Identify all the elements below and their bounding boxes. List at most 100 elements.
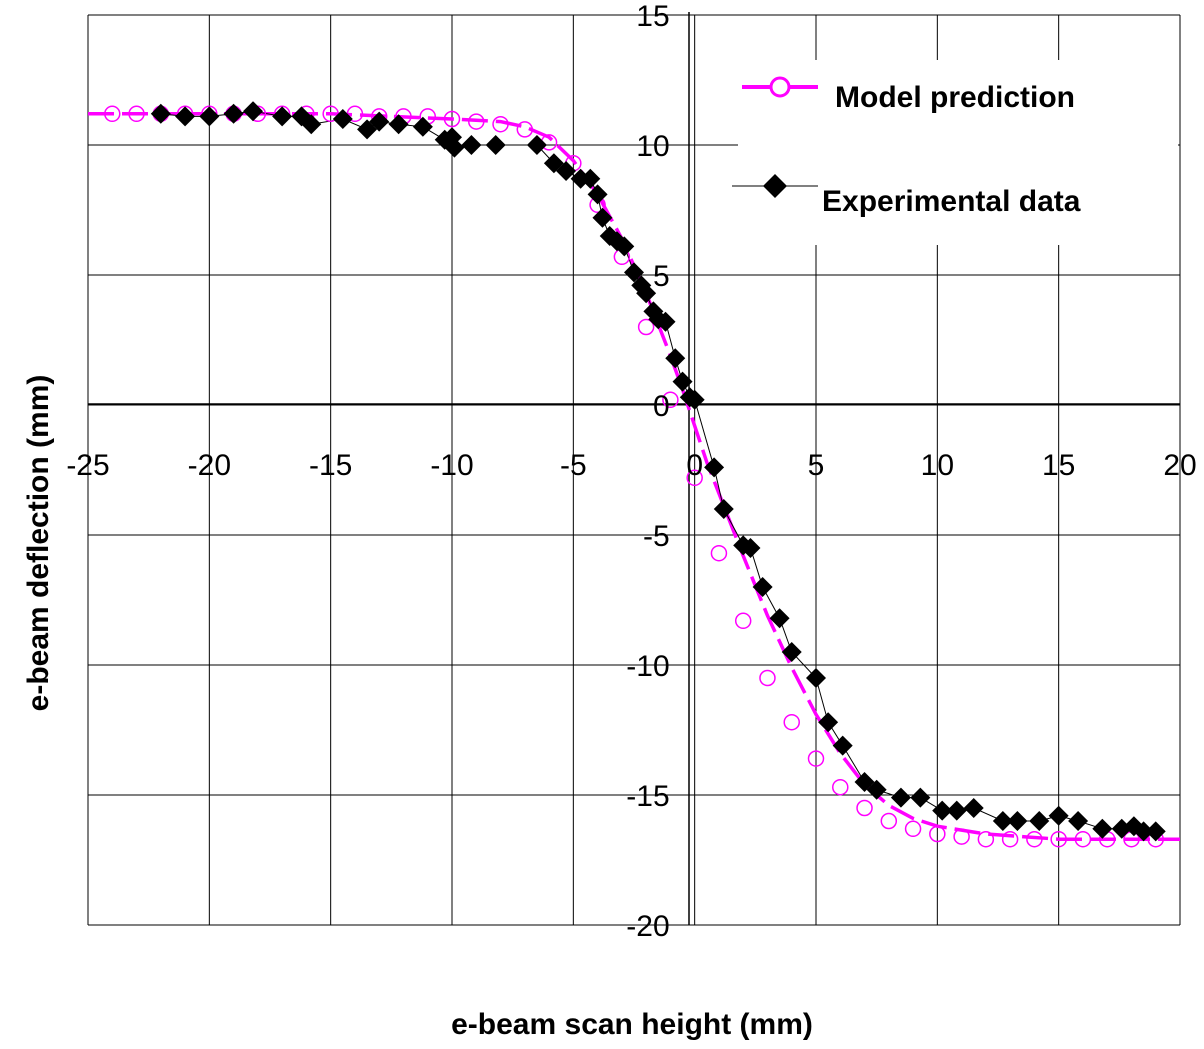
experimental-data-point — [769, 608, 790, 629]
model-prediction-point — [1026, 830, 1043, 848]
experimental-data-point — [580, 168, 601, 189]
legend-label-experimental: Experimental data — [822, 185, 1081, 218]
x-tick-label: 5 — [808, 449, 825, 482]
model-prediction-point — [443, 110, 461, 128]
experimental-data-markers — [150, 101, 1166, 842]
model-prediction-point — [832, 778, 849, 796]
experimental-data-point — [444, 137, 465, 158]
y-tick-label: 15 — [636, 0, 669, 33]
x-tick-label: -20 — [188, 449, 231, 482]
experimental-data-point — [175, 106, 196, 127]
experimental-data-point — [369, 111, 390, 132]
model-prediction-point — [783, 713, 800, 731]
experimental-data-point — [752, 577, 773, 597]
experimental-data-point — [932, 800, 953, 821]
legend-label-model: Model prediction — [835, 81, 1075, 114]
experimental-data-point — [655, 311, 676, 332]
tick-labels: -25 -20 -15 -10 -5 0 5 10 15 20 -20 -15 -10 -5 0 5 10 15 — [66, 0, 1196, 943]
y-tick-label: 10 — [636, 130, 669, 163]
experimental-data-point — [1133, 821, 1154, 842]
experimental-data-point — [199, 106, 220, 127]
axes — [88, 12, 1180, 925]
y-tick-label: 0 — [653, 390, 670, 423]
experimental-data-point — [587, 184, 608, 205]
experimental-data-point — [624, 262, 644, 283]
experimental-data-point — [992, 811, 1013, 831]
experimental-data-point — [910, 787, 931, 808]
experimental-data-point — [412, 116, 433, 137]
experimental-data-point — [672, 371, 693, 392]
x-tick-label: 20 — [1163, 449, 1196, 482]
model-prediction-point — [759, 669, 776, 687]
experimental-data-point — [781, 642, 802, 662]
experimental-data-point — [890, 787, 911, 808]
model-prediction-point — [1001, 830, 1019, 848]
model-prediction-line — [88, 112, 1180, 841]
model-prediction-point — [807, 750, 825, 767]
model-prediction-point — [734, 612, 752, 630]
y-tick-label: -15 — [626, 780, 669, 813]
model-prediction-point — [662, 391, 679, 409]
x-tick-label: -25 — [66, 449, 109, 482]
experimental-data-point — [223, 103, 244, 124]
x-tick-label: -5 — [560, 449, 587, 482]
model-prediction-point — [953, 828, 970, 845]
experimental-data-point — [1029, 811, 1050, 831]
experimental-data-point — [963, 798, 984, 818]
x-tick-label: 15 — [1042, 449, 1075, 482]
experimental-data-point — [1068, 811, 1089, 831]
x-tick-label: 10 — [921, 449, 954, 482]
experimental-data-point — [332, 109, 353, 129]
x-tick-label: -15 — [309, 449, 352, 482]
experimental-data-point — [713, 499, 734, 519]
experimental-data-point — [1092, 818, 1113, 839]
model-prediction-point — [468, 113, 485, 130]
legend-marker-experimental — [763, 174, 787, 198]
experimental-data-point — [243, 101, 264, 122]
x-tick-label: 0 — [686, 449, 703, 482]
model-prediction-point — [880, 812, 898, 830]
experimental-data-point — [636, 283, 657, 304]
experimental-data-point — [1048, 805, 1069, 826]
y-axis-title: e-beam deflection (mm) — [22, 375, 55, 712]
x-axis-title: e-beam scan height (mm) — [451, 1008, 813, 1041]
experimental-data-point — [832, 735, 853, 756]
experimental-data-point — [665, 348, 686, 369]
experimental-data-point — [526, 135, 547, 155]
experimental-data-point — [485, 135, 506, 155]
model-prediction-curve — [88, 112, 1180, 841]
experimental-data-point — [740, 538, 761, 558]
model-prediction-point — [710, 544, 728, 562]
experimental-data-point — [614, 236, 635, 257]
model-prediction-point — [104, 105, 121, 123]
experimental-data-point — [806, 668, 826, 688]
experimental-data-point — [150, 103, 171, 124]
model-prediction-point — [1050, 830, 1067, 848]
x-tick-label: -10 — [430, 449, 473, 482]
model-prediction-point — [686, 469, 703, 487]
model-prediction-point — [128, 105, 145, 123]
experimental-data-point — [684, 389, 705, 410]
experimental-data-point — [1007, 811, 1028, 831]
experimental-data-point — [556, 161, 577, 181]
experimental-data-point — [818, 712, 839, 733]
experimental-data-point — [272, 106, 293, 127]
experimental-data-point — [388, 114, 409, 135]
model-prediction-point — [492, 115, 509, 133]
model-prediction-point — [856, 799, 873, 817]
legend: Model prediction Experimental data — [732, 60, 1178, 245]
grid — [87, 14, 1181, 926]
y-tick-label: -5 — [643, 520, 670, 553]
y-tick-label: -10 — [626, 650, 669, 683]
experimental-data-point — [866, 779, 887, 800]
y-tick-label: -20 — [626, 910, 669, 943]
model-prediction-point — [637, 318, 655, 336]
experimental-data-point — [301, 114, 322, 135]
y-tick-label: 5 — [653, 260, 670, 293]
model-prediction-point — [516, 121, 534, 138]
experimental-data-point — [704, 457, 725, 478]
legend-marker-model — [769, 76, 791, 98]
experimental-data-point — [592, 207, 613, 228]
experimental-data-point — [1145, 821, 1166, 842]
